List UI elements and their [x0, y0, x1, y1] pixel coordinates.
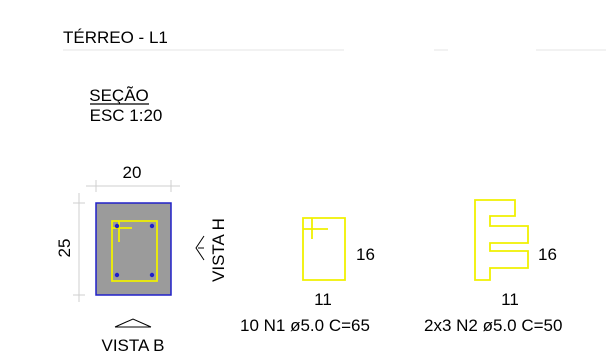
width-dimension: 20	[123, 163, 142, 182]
bar-n2-bottom-dim: 11	[501, 290, 519, 309]
bar-n1-shape	[302, 217, 346, 281]
longitudinal-bar	[114, 223, 120, 229]
view-h-label: VISTA H	[209, 218, 228, 282]
bar-n2-side-dim: 16	[538, 245, 557, 264]
section-scale: ESC 1:20	[90, 106, 163, 125]
view-h-arrow-icon	[195, 235, 205, 261]
bar-n2-shape	[474, 199, 529, 281]
view-b-label: VISTA B	[102, 336, 165, 355]
stirrup-rebar	[111, 220, 158, 282]
longitudinal-bar	[149, 223, 155, 229]
bar-n1-bottom-dim: 11	[314, 290, 332, 309]
concrete-section	[95, 202, 172, 296]
bar-n1-side-dim: 16	[356, 245, 375, 264]
longitudinal-bar	[149, 272, 155, 278]
view-b-arrow-icon	[114, 318, 152, 328]
longitudinal-bar	[114, 272, 120, 278]
height-dimension: 25	[55, 239, 74, 258]
bar-n2-label: 2x3 N2 ø5.0 C=50	[424, 316, 562, 335]
bar-n1-label: 10 N1 ø5.0 C=65	[240, 316, 370, 335]
sheet-title: TÉRREO - L1	[63, 28, 168, 47]
section-heading: SEÇÃO	[89, 86, 149, 105]
